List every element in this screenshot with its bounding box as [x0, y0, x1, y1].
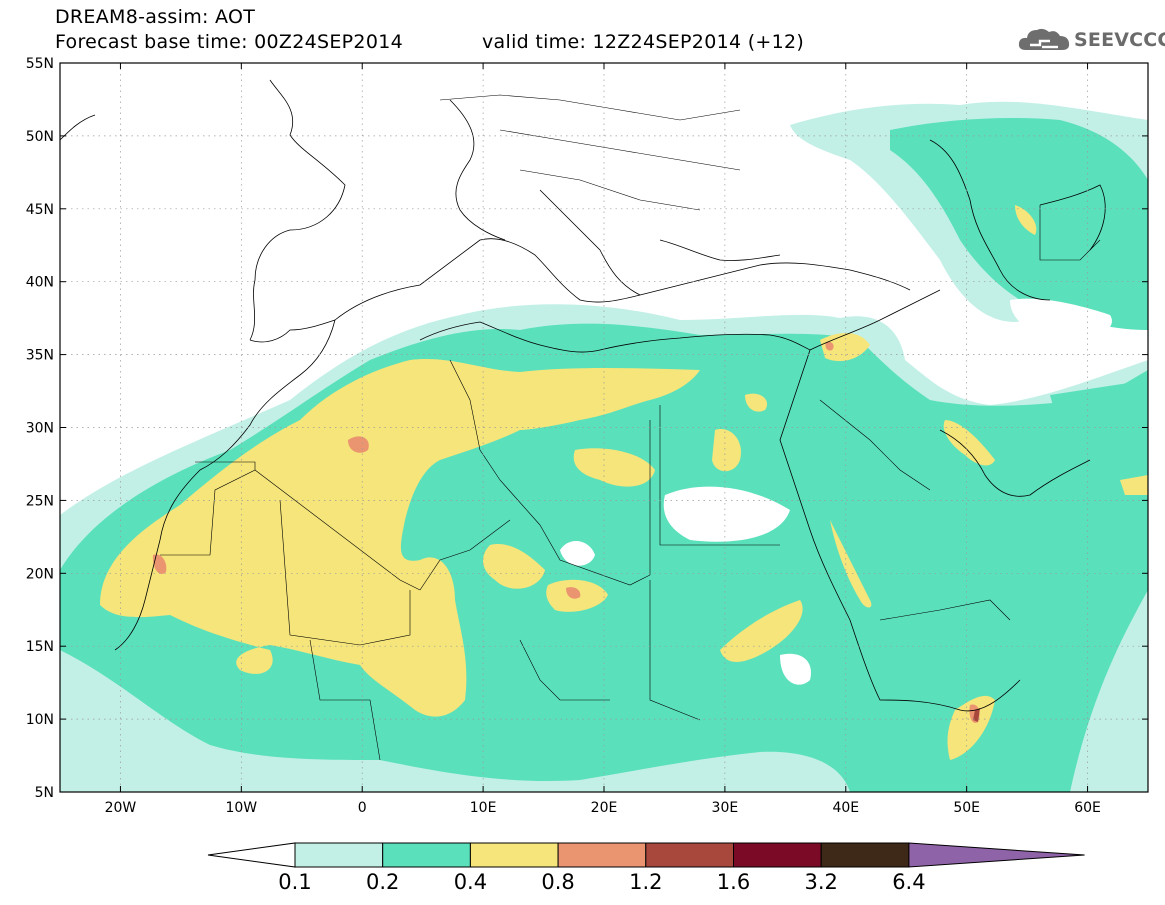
lat-label: 40N	[26, 275, 54, 291]
colorbar-label: 3.2	[804, 870, 837, 894]
longitude-labels: 20W 10W 0 10E 20E 30E 40E 50E 60E	[105, 800, 1101, 816]
aot-clear-patches	[560, 298, 1112, 685]
lon-label: 10E	[470, 800, 497, 816]
colorbar-over-arrow	[908, 842, 1085, 868]
lat-label: 55N	[26, 56, 54, 72]
colorbar-label: 0.4	[454, 870, 487, 894]
lon-label: 50E	[953, 800, 980, 816]
lat-label: 15N	[26, 639, 54, 655]
lon-label: 30E	[712, 800, 739, 816]
valid-time: valid time: 12Z24SEP2014 (+12)	[482, 31, 805, 53]
colorbar-label: 0.1	[278, 870, 311, 894]
colorbar-label: 1.2	[629, 870, 662, 894]
lat-label: 50N	[26, 129, 54, 145]
colorbar-label: 0.2	[366, 870, 399, 894]
aot-layer-1-2	[973, 708, 980, 722]
axis-ticks	[60, 62, 1148, 793]
lat-label: 20N	[26, 566, 54, 582]
colorbar-label: 0.8	[541, 870, 574, 894]
seevccc-logo: SEEVCCC	[1018, 26, 1165, 54]
forecast-base-time: Forecast base time: 00Z24SEP2014	[55, 31, 403, 53]
colorbar-segment	[294, 842, 384, 868]
lon-label: 10W	[225, 800, 257, 816]
colorbar-segment	[382, 842, 471, 868]
logo-text: SEEVCCC	[1074, 29, 1165, 51]
country-borders	[160, 94, 1101, 761]
colorbar-label: 1.6	[717, 870, 750, 894]
lat-label: 10N	[26, 712, 54, 728]
colorbar-segment	[645, 842, 734, 868]
colorbar-segment	[557, 842, 647, 868]
lon-label: 60E	[1074, 800, 1101, 816]
lon-label: 20E	[591, 800, 618, 816]
colorbar-under-arrow	[207, 842, 296, 868]
colorbar-legend: 0.1 0.2 0.4 0.8 1.2 1.6 3.2 6.4	[207, 842, 1085, 894]
lon-label: 0	[358, 800, 367, 816]
lat-label: 5N	[35, 785, 54, 801]
latitude-labels: 55N 50N 45N 40N 35N 30N 25N 20N 15N 10N 5N	[26, 56, 54, 801]
colorbar-segment	[469, 842, 559, 868]
aot-layer-0-4	[100, 205, 1148, 760]
colorbar-segment	[733, 842, 822, 868]
cloud-icon	[1018, 28, 1070, 50]
colorbar-label: 6.4	[892, 870, 925, 894]
colorbar-segment	[820, 842, 910, 868]
lat-label: 30N	[26, 421, 54, 437]
graticule	[60, 63, 1148, 792]
chart-title: DREAM8-assim: AOT	[55, 6, 256, 28]
lat-label: 45N	[26, 202, 54, 218]
lon-label: 40E	[832, 800, 859, 816]
lat-label: 35N	[26, 348, 54, 364]
lat-label: 25N	[26, 493, 54, 509]
coastlines	[60, 79, 1106, 712]
lon-label: 20W	[105, 800, 137, 816]
